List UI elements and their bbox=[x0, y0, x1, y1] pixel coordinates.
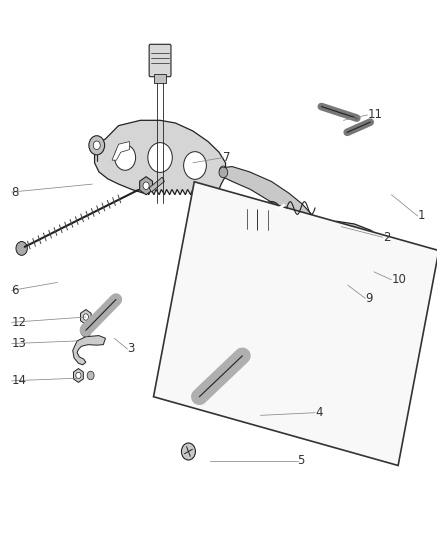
Text: 10: 10 bbox=[392, 273, 406, 286]
Polygon shape bbox=[306, 221, 383, 255]
Circle shape bbox=[236, 349, 248, 364]
Polygon shape bbox=[153, 182, 438, 465]
Text: 3: 3 bbox=[127, 342, 135, 356]
Polygon shape bbox=[304, 233, 384, 268]
Text: 13: 13 bbox=[12, 337, 26, 350]
Polygon shape bbox=[201, 287, 237, 335]
Polygon shape bbox=[140, 176, 152, 195]
Circle shape bbox=[89, 136, 105, 155]
Ellipse shape bbox=[257, 209, 268, 230]
Polygon shape bbox=[74, 368, 83, 382]
Circle shape bbox=[306, 220, 315, 230]
Circle shape bbox=[357, 248, 365, 258]
Text: 11: 11 bbox=[367, 109, 382, 122]
Text: 7: 7 bbox=[223, 151, 231, 164]
Circle shape bbox=[143, 182, 149, 189]
Polygon shape bbox=[95, 120, 226, 195]
FancyBboxPatch shape bbox=[149, 44, 171, 77]
Text: 5: 5 bbox=[297, 454, 305, 467]
Text: 6: 6 bbox=[12, 284, 19, 297]
Polygon shape bbox=[149, 177, 164, 192]
Circle shape bbox=[76, 372, 81, 378]
Text: 2: 2 bbox=[383, 231, 390, 244]
Text: 14: 14 bbox=[12, 374, 27, 387]
Circle shape bbox=[87, 371, 94, 379]
Circle shape bbox=[83, 314, 88, 320]
Text: 12: 12 bbox=[12, 316, 27, 329]
Circle shape bbox=[181, 443, 195, 460]
Text: 1: 1 bbox=[418, 209, 425, 222]
Text: 4: 4 bbox=[315, 406, 322, 419]
Polygon shape bbox=[81, 310, 91, 325]
Polygon shape bbox=[223, 282, 315, 305]
Ellipse shape bbox=[246, 208, 257, 229]
Circle shape bbox=[148, 143, 172, 172]
Circle shape bbox=[266, 206, 277, 220]
Polygon shape bbox=[73, 336, 106, 365]
Circle shape bbox=[153, 170, 167, 187]
Circle shape bbox=[306, 290, 322, 309]
Circle shape bbox=[214, 305, 224, 317]
Circle shape bbox=[184, 152, 206, 179]
Circle shape bbox=[219, 167, 228, 177]
Circle shape bbox=[193, 389, 205, 404]
Text: 8: 8 bbox=[12, 185, 19, 199]
Circle shape bbox=[93, 141, 100, 150]
Circle shape bbox=[219, 166, 227, 175]
Circle shape bbox=[16, 241, 27, 255]
Circle shape bbox=[328, 240, 336, 250]
Bar bbox=[154, 74, 166, 83]
Circle shape bbox=[81, 324, 91, 337]
Polygon shape bbox=[112, 142, 130, 160]
Circle shape bbox=[115, 145, 136, 170]
Polygon shape bbox=[222, 166, 314, 232]
Text: 9: 9 bbox=[365, 292, 373, 305]
